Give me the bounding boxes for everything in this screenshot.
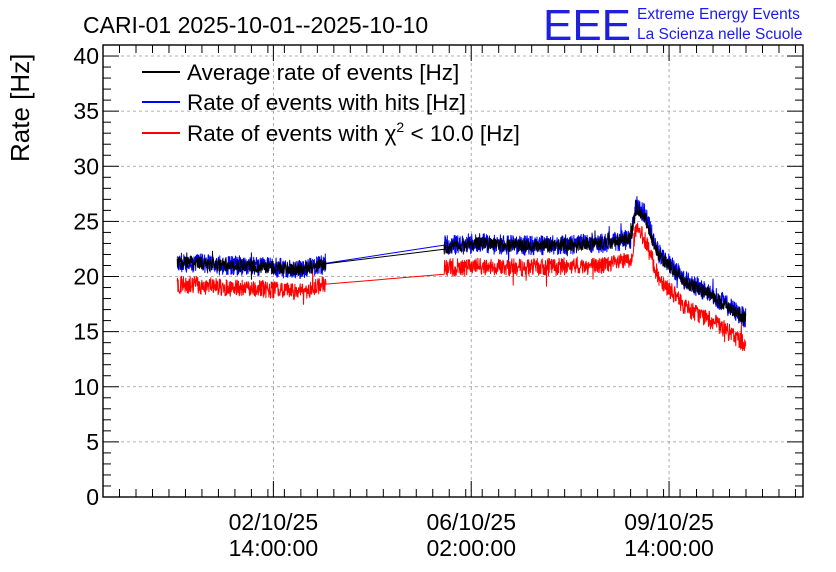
y-tick-label: 35: [73, 98, 99, 124]
eee-logo: EEE Extreme Energy Events La Scienza nel…: [543, 1, 802, 50]
logo-line-1: Extreme Energy Events: [637, 6, 800, 23]
legend-chi2-sup: 2: [396, 119, 404, 135]
x-tick-label-time: 14:00:00: [624, 535, 714, 561]
y-axis-title: Rate [Hz]: [5, 54, 35, 162]
y-tick-label: 5: [86, 429, 99, 455]
legend-label-hits: Rate of events with hits [Hz]: [187, 90, 466, 115]
y-tick-label: 15: [73, 319, 99, 345]
tick-labels: 051015202530354002/10/2514:00:0006/10/25…: [73, 43, 713, 561]
x-tick-label-date: 09/10/25: [624, 509, 714, 535]
y-tick-label: 40: [73, 43, 99, 69]
chart-title: CARI-01 2025-10-01--2025-10-10: [83, 12, 428, 38]
y-tick-label: 25: [73, 208, 99, 234]
y-tick-label: 0: [86, 484, 99, 510]
plot-frame: [102, 44, 804, 498]
logo-letters: EEE: [543, 1, 631, 50]
series-average: [176, 200, 747, 327]
y-tick-label: 30: [73, 153, 99, 179]
legend-label-chi2: Rate of events with χ2 < 10.0 [Hz]: [187, 119, 520, 146]
grid-lines: [103, 45, 803, 497]
x-tick-label-time: 14:00:00: [229, 535, 319, 561]
legend-chi2-prefix: Rate of events with: [187, 121, 385, 146]
legend-label-average: Average rate of events [Hz]: [187, 60, 459, 85]
series-chi2: [176, 222, 747, 352]
legend: Average rate of events [Hz] Rate of even…: [142, 60, 520, 146]
legend-chi2-symbol: χ: [385, 121, 397, 146]
y-tick-label: 20: [73, 264, 99, 290]
legend-chi2-suffix: < 10.0 [Hz]: [404, 121, 520, 146]
series-layer: [176, 196, 747, 352]
x-tick-label-date: 06/10/25: [426, 509, 516, 535]
y-tick-label: 10: [73, 374, 99, 400]
x-tick-label-date: 02/10/25: [229, 509, 319, 535]
logo-line-2: La Scienza nelle Scuole: [637, 26, 802, 43]
axis-ticks: [102, 44, 803, 498]
x-tick-label-time: 02:00:00: [426, 535, 516, 561]
